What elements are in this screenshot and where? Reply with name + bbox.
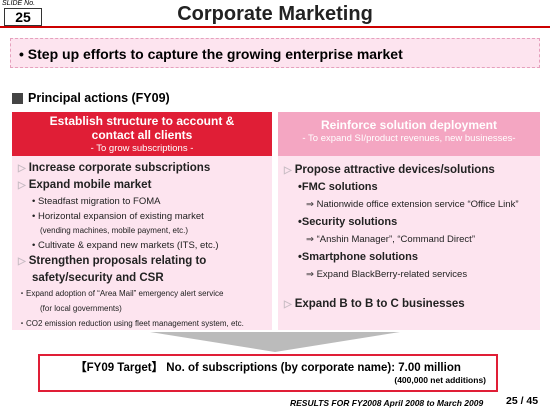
left-panel: Establish structure to account & contact… xyxy=(12,112,272,330)
slide-number: 25 xyxy=(4,8,42,26)
list-item: Increase corporate subscriptions xyxy=(18,160,268,177)
target-box: 【FY09 Target】 No. of subscriptions (by c… xyxy=(38,354,498,392)
slide-label: SLIDE No. xyxy=(2,0,36,7)
list-item: safety/security and CSR xyxy=(32,272,164,284)
right-panel: Reinforce solution deployment - To expan… xyxy=(278,112,540,330)
title: Corporate Marketing xyxy=(177,3,373,25)
list-item: ・CO2 emission reduction using fleet mana… xyxy=(18,319,244,328)
list-item: ⇒ “Anshin Manager”, “Command Direct” xyxy=(306,234,475,245)
list-item: • Cultivate & expand new markets (ITS, e… xyxy=(32,240,219,251)
right-header-band: Reinforce solution deployment - To expan… xyxy=(278,112,540,156)
list-item: ⇒ Nationwide office extension service “O… xyxy=(306,199,519,210)
down-arrow xyxy=(150,332,400,352)
footer-text: RESULTS FOR FY2008 April 2008 to March 2… xyxy=(290,398,484,408)
footer-page: 25 / 45 xyxy=(506,395,539,407)
list-item: Expand mobile market xyxy=(18,177,268,194)
list-item: •FMC solutions xyxy=(298,181,378,193)
right-header: Reinforce solution deployment xyxy=(320,118,497,132)
headline: • Step up efforts to capture the growing… xyxy=(10,38,540,68)
arrow-shape xyxy=(150,332,400,352)
list-item: ・Expand adoption of “Area Mail” emergenc… xyxy=(18,289,224,298)
list-item: • Horizontal expansion of existing marke… xyxy=(32,211,204,222)
list-item: (vending machines, mobile payment, etc.) xyxy=(40,226,189,235)
left-header-band: Establish structure to account & contact… xyxy=(12,112,272,156)
target-note: (400,000 net additions) xyxy=(394,375,486,385)
list-item: •Smartphone solutions xyxy=(298,251,418,263)
list-item: Expand B to B to C businesses xyxy=(284,296,536,313)
list-item: •Security solutions xyxy=(298,216,398,228)
list-item: Propose attractive devices/solutions xyxy=(284,162,536,179)
left-items: Increase corporate subscriptionsExpand m… xyxy=(18,160,268,332)
title-bar xyxy=(0,0,550,28)
right-items: Propose attractive devices/solutions •FMC… xyxy=(284,162,536,313)
section-title: Principal actions (FY09) xyxy=(28,91,170,105)
section-bullet xyxy=(12,93,23,104)
list-item: Strengthen proposals relating to xyxy=(18,253,268,270)
left-subheader: - To grow subscriptions - xyxy=(90,143,194,154)
list-item: • Steadfast migration to FOMA xyxy=(32,196,161,207)
list-item: (for local governments) xyxy=(40,304,122,313)
list-item: ⇒ Expand BlackBerry-related services xyxy=(306,269,468,280)
target-text: 【FY09 Target】 No. of subscriptions (by c… xyxy=(75,362,461,374)
left-header: Establish structure to account & contact… xyxy=(49,114,235,142)
right-subheader: - To expand SI/product revenues, new bus… xyxy=(302,133,516,144)
